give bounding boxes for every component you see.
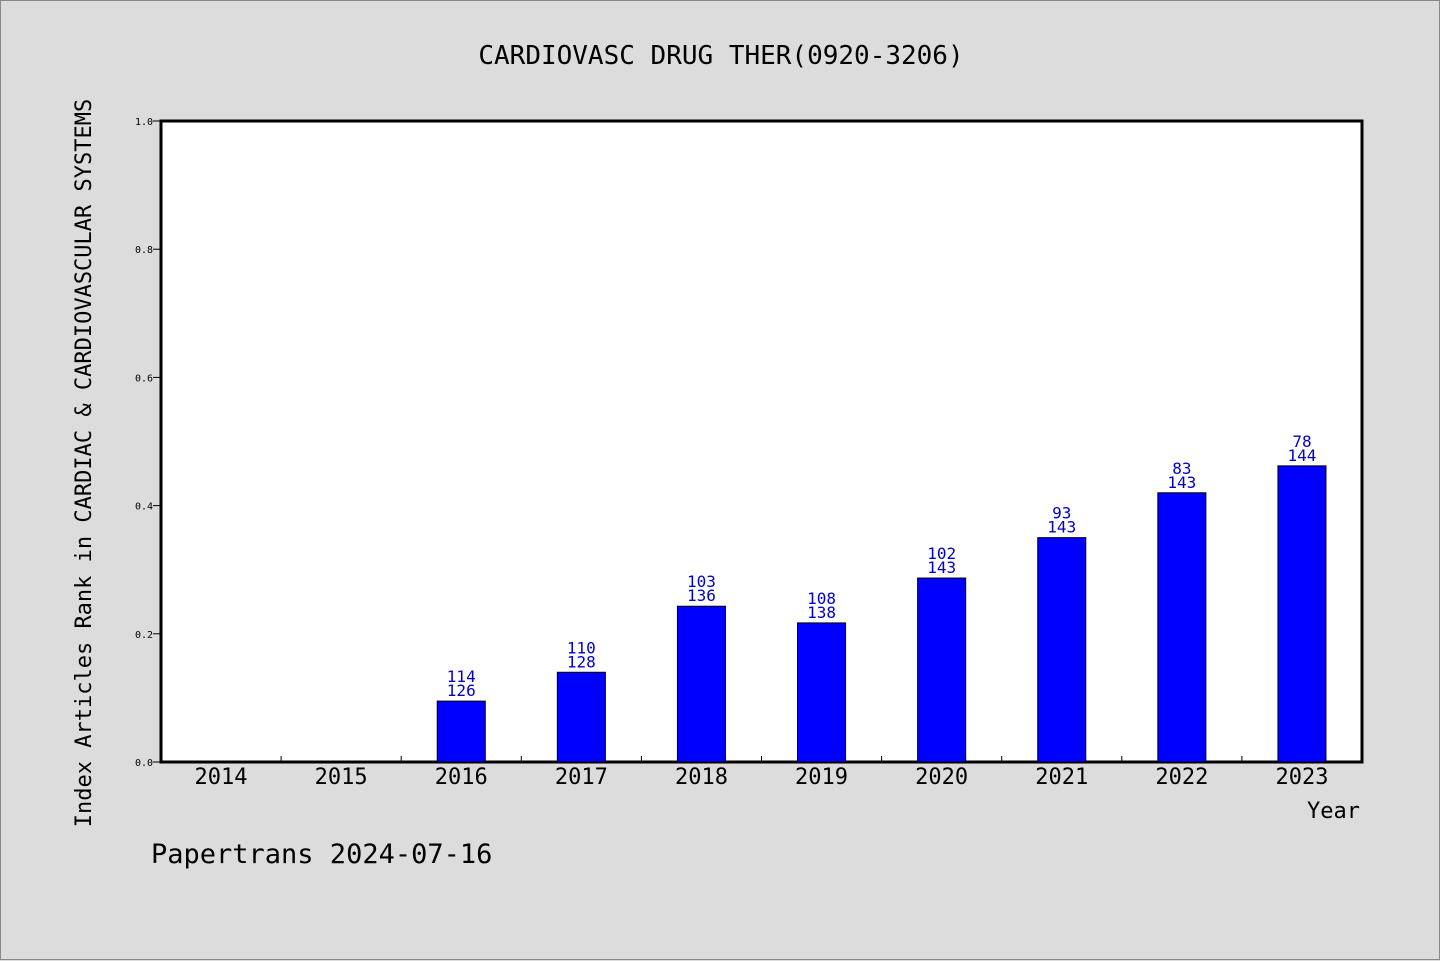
x-tick-label: 2019 [795,765,848,790]
data-label-rank: 110 [567,638,596,657]
data-label-rank: 108 [807,589,836,608]
x-axis-label: Year [1307,799,1360,824]
bar [1037,537,1087,763]
data-label-total: 143 [927,558,956,577]
data-label-total: 126 [447,681,476,700]
x-tick-label: 2018 [675,765,728,790]
y-tick-label: 1.0 [135,117,153,128]
data-label-total: 143 [1047,518,1076,537]
data-label-rank: 78 [1292,432,1311,451]
x-tick-label: 2021 [1035,765,1088,790]
data-label-rank: 103 [687,572,716,591]
data-label-rank: 102 [927,544,956,563]
bars [436,465,1327,763]
y-axis-label: Index Articles Rank in CARDIAC & CARDIOV… [72,99,97,827]
y-tick-label: 0.6 [135,373,153,384]
data-label-rank: 93 [1052,504,1071,523]
x-tick-label: 2015 [315,765,368,790]
footer-text: Papertrans 2024-07-16 [151,839,492,870]
bar [436,700,486,763]
x-tick-label: 2014 [195,765,248,790]
bar [917,577,967,763]
data-label-rank: 114 [447,667,476,686]
chart-title: CARDIOVASC DRUG THER(0920-3206) [478,41,963,71]
y-tick-label: 0.0 [135,758,153,769]
x-tick-label: 2022 [1155,765,1208,790]
x-tick-label: 2017 [555,765,608,790]
x-axis-ticks: 2014 2015 2016 2017 2018 2019 2020 2021 2022 2023 [195,756,1328,790]
x-tick-label: 2020 [915,765,968,790]
bar [1277,465,1327,763]
data-label-total: 144 [1287,446,1316,465]
y-tick-label: 0.8 [135,245,153,256]
bar [556,671,606,763]
bar [797,622,847,763]
data-label-rank: 83 [1172,459,1191,478]
data-label-total: 136 [687,586,716,605]
x-tick-label: 2016 [435,765,488,790]
y-tick-label: 0.4 [135,502,153,513]
y-axis-ticks: 0.0 0.2 0.4 0.6 0.8 1.0 [135,117,161,769]
bar [1157,492,1207,763]
data-label-total: 138 [807,603,836,622]
data-label-total: 143 [1167,473,1196,492]
y-tick-label: 0.2 [135,630,153,641]
x-tick-label: 2023 [1275,765,1328,790]
bar [676,605,726,763]
data-label-total: 128 [567,652,596,671]
